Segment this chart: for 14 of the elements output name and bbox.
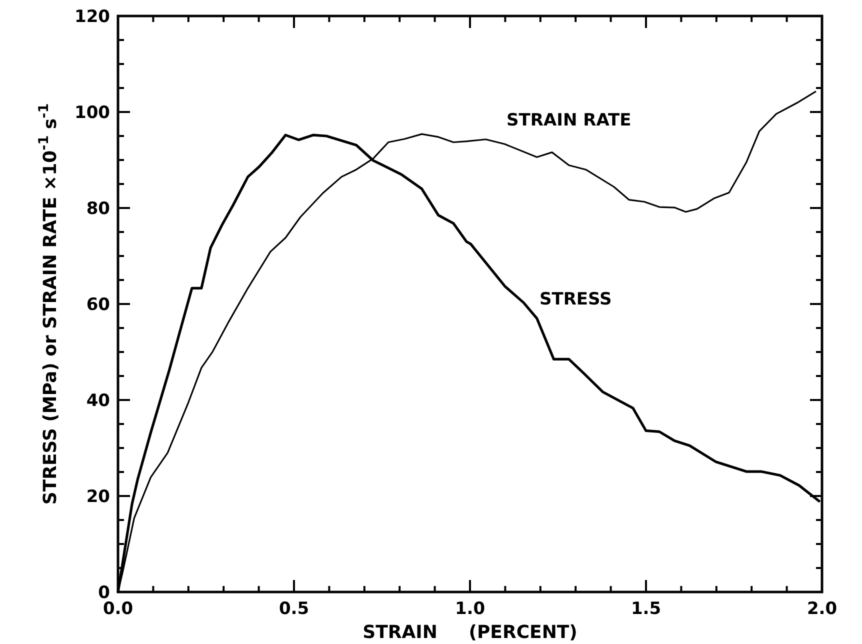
series-label: STRAIN RATE bbox=[506, 110, 632, 130]
y-tick-label: 80 bbox=[86, 199, 110, 219]
x-tick-label: 1.5 bbox=[630, 599, 662, 619]
x-tick-label: 0.0 bbox=[102, 599, 134, 619]
y-tick-label: 100 bbox=[74, 103, 110, 123]
y-tick-label: 60 bbox=[86, 295, 110, 315]
y-tick-label: 120 bbox=[74, 7, 110, 27]
y-tick-label: 40 bbox=[86, 391, 110, 411]
x-axis-title: STRAIN (PERCENT) bbox=[362, 622, 578, 643]
y-tick-label: 20 bbox=[86, 487, 110, 507]
x-tick-label: 0.5 bbox=[278, 599, 310, 619]
series-label: STRESS bbox=[540, 290, 612, 310]
x-tick-label: 2.0 bbox=[806, 599, 838, 619]
x-tick-label: 1.0 bbox=[454, 599, 486, 619]
